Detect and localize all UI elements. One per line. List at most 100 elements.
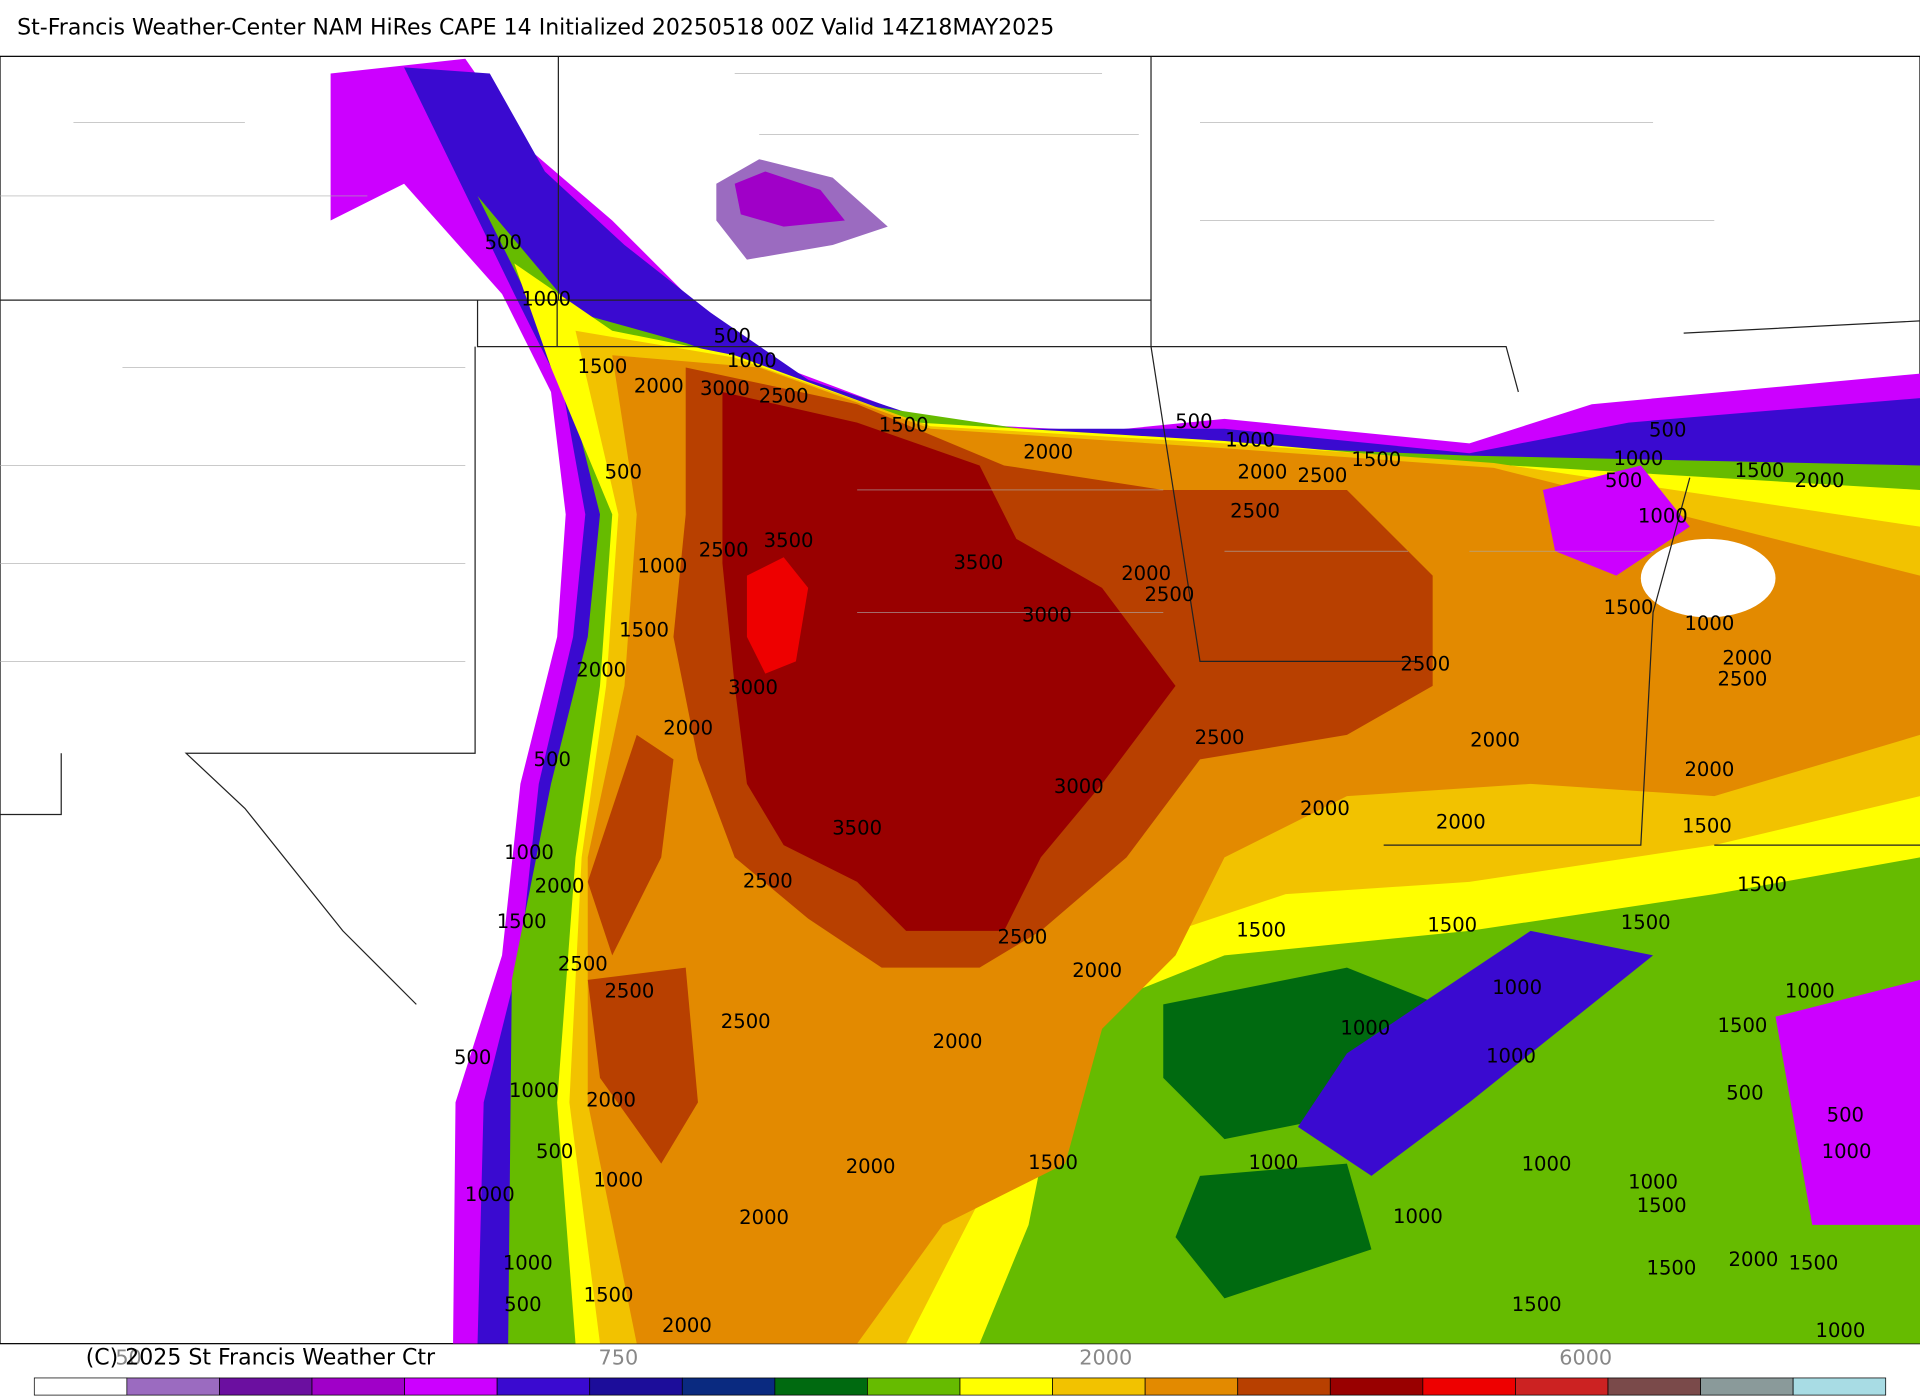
- contour-label: 2000: [1436, 811, 1486, 834]
- colorbar-label: 50: [115, 1345, 141, 1369]
- contour-label: 1000: [638, 555, 688, 578]
- colorbar-swatch: [126, 1377, 220, 1396]
- contour-label: 500: [504, 1293, 541, 1316]
- contour-label: 2000: [1722, 646, 1772, 669]
- cape-area: [1297, 930, 1654, 1176]
- contour-label: 2000: [1300, 797, 1350, 820]
- contour-label: 1500: [1621, 911, 1671, 934]
- contour-label: 2500: [1400, 653, 1450, 676]
- title: St-Francis Weather-Center NAM HiRes CAPE…: [17, 15, 1054, 40]
- colorbar-swatch: [1144, 1377, 1239, 1396]
- colorbar-swatch: [404, 1377, 498, 1396]
- colorbar: 50 750 2000 6000: [33, 1345, 1887, 1396]
- contour-label: 1000: [1815, 1319, 1865, 1342]
- contour-label: 500: [1649, 419, 1686, 442]
- contour-label: 2500: [1298, 464, 1348, 487]
- contour-label: 1000: [593, 1168, 643, 1191]
- contour-label: 2000: [1684, 758, 1734, 781]
- colorbar-swatch: [1422, 1377, 1516, 1396]
- colorbar-swatch: [589, 1377, 683, 1396]
- contour-label: 1500: [1236, 918, 1286, 941]
- colorbar-swatch: [496, 1377, 591, 1396]
- cape-area: [1542, 465, 1920, 1225]
- contour-label: 1500: [1682, 814, 1732, 837]
- contour-label: 3000: [1054, 775, 1104, 798]
- contour-label: 1000: [503, 1252, 553, 1275]
- contour-label: 1000: [1393, 1205, 1443, 1228]
- contour-label: 1500: [1427, 913, 1477, 936]
- contour-label: 500: [1827, 1103, 1864, 1126]
- contour-label: 1500: [1737, 873, 1787, 896]
- contour-label: 2000: [1023, 441, 1073, 464]
- contour-label: 1000: [1613, 447, 1663, 470]
- contour-label: 500: [714, 324, 751, 347]
- boundaries: [0, 56, 1920, 1005]
- colorbar-swatch: [867, 1377, 961, 1396]
- colorbar-swatch: [33, 1377, 128, 1396]
- colorbar-swatch: [1607, 1377, 1701, 1396]
- contour-label: 1000: [521, 288, 571, 311]
- contour-label: 500: [534, 748, 571, 771]
- contour-label: 2000: [634, 375, 684, 398]
- contour-label: 1000: [1638, 504, 1688, 527]
- contour-label: 2500: [721, 1010, 771, 1033]
- contour-label: 1500: [1789, 1252, 1839, 1275]
- contour-label: 2500: [699, 539, 749, 562]
- contour-label: 500: [1175, 410, 1212, 433]
- contour-label: 500: [605, 460, 642, 483]
- colorbar-swatch: [681, 1377, 776, 1396]
- contour-label: 1500: [1512, 1293, 1562, 1316]
- contour-label: 2000: [846, 1155, 896, 1178]
- contour-label: 2000: [576, 659, 626, 682]
- contour-label: 1000: [1628, 1171, 1678, 1194]
- cape-area: [734, 171, 845, 227]
- colorbar-swatch: [1237, 1377, 1331, 1396]
- contour-label: 1000: [504, 841, 554, 864]
- contour-label: 1000: [727, 349, 777, 372]
- colorbar-label: 750: [599, 1345, 639, 1369]
- contour-label: 3500: [953, 551, 1003, 574]
- contour-label: 2000: [1072, 959, 1122, 982]
- contour-label: 1000: [1249, 1151, 1299, 1174]
- contour-label: 2000: [663, 716, 713, 739]
- contour-label: 1500: [1604, 596, 1654, 619]
- contour-label: 2500: [1718, 667, 1768, 690]
- contour-label: 3500: [832, 817, 882, 840]
- contour-label: 2000: [1470, 729, 1520, 752]
- colorbar-swatch: [219, 1377, 313, 1396]
- contour-label: 2000: [1795, 469, 1845, 492]
- contour-label: 2500: [558, 953, 608, 976]
- contour-label: 3000: [728, 676, 778, 699]
- contour-label: 3000: [1022, 604, 1072, 627]
- contour-label: 1500: [584, 1283, 634, 1306]
- contour-label: 1000: [1522, 1152, 1572, 1175]
- contour-label: 1500: [578, 355, 628, 378]
- contour-label: 500: [536, 1140, 573, 1163]
- colorbar-swatch: [774, 1377, 868, 1396]
- contour-label: 2500: [604, 980, 654, 1003]
- contour-label: 1000: [1340, 1016, 1390, 1039]
- cape-area: [587, 734, 698, 1164]
- contour-label: 2500: [1144, 583, 1194, 606]
- contour-label: 500: [1605, 469, 1642, 492]
- contour-label: 500: [485, 231, 522, 254]
- colorbar-swatch: [1792, 1377, 1887, 1396]
- colorbar-swatch: [311, 1377, 405, 1396]
- contour-label: 1000: [1486, 1045, 1536, 1068]
- colorbar-swatch: [1052, 1377, 1146, 1396]
- contour-label: 2000: [535, 874, 585, 897]
- contour-label: 1500: [1351, 448, 1401, 471]
- contour-label: 2000: [662, 1314, 712, 1337]
- contour-label: 1500: [1637, 1194, 1687, 1217]
- contour-label: 2500: [1230, 499, 1280, 522]
- contour-label: 1500: [1028, 1151, 1078, 1174]
- contour-label: 1500: [1647, 1256, 1697, 1279]
- colorbar-swatch: [959, 1377, 1053, 1396]
- contour-label: 1500: [619, 618, 669, 641]
- contour-label: 2500: [759, 384, 809, 407]
- colorbar-label: 2000: [1079, 1345, 1132, 1369]
